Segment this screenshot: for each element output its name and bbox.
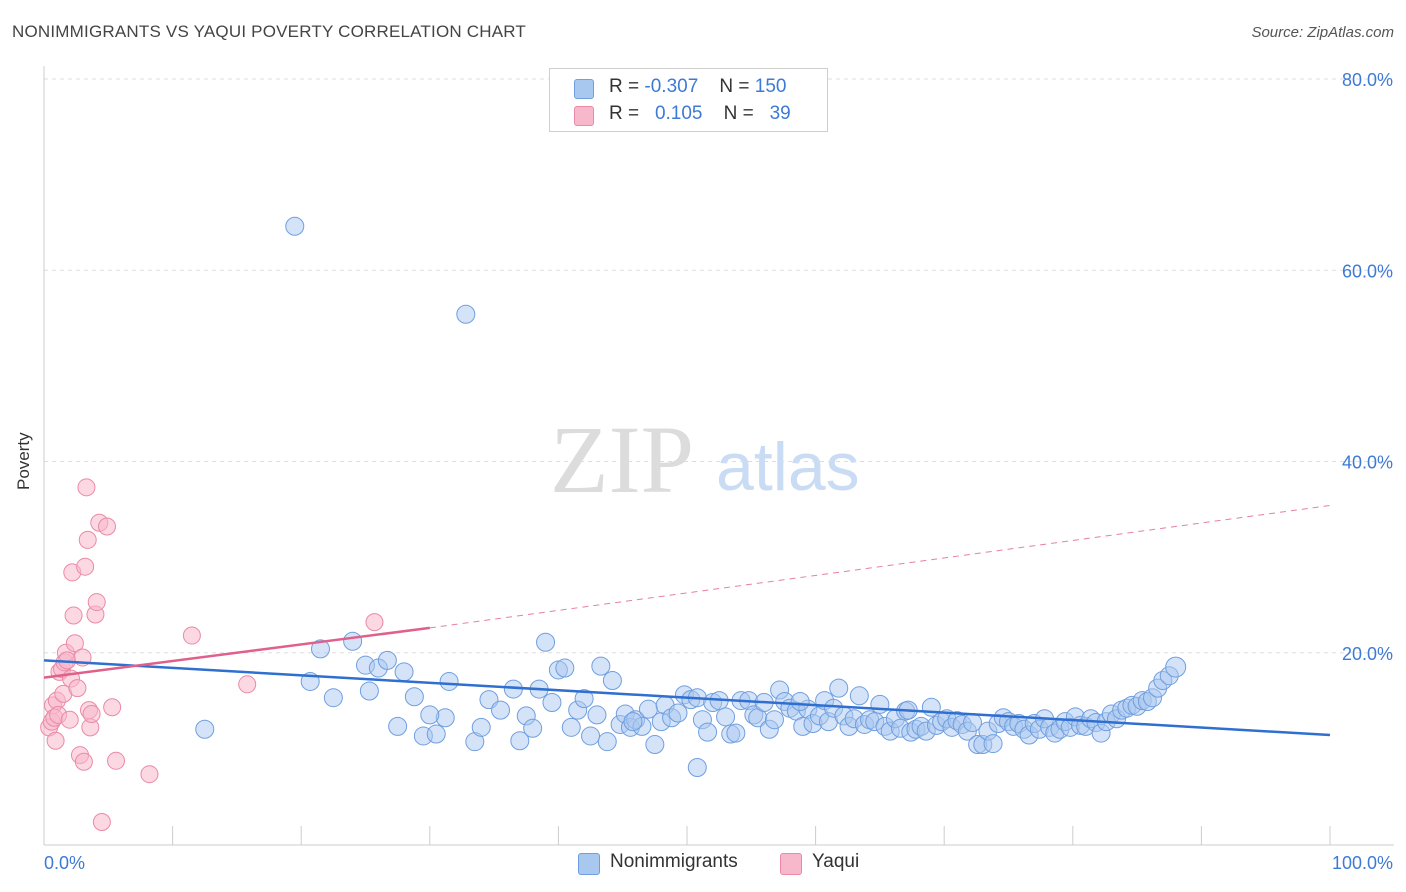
nonimmigrants-point-34 (591, 656, 611, 676)
yaqui-point-16 (64, 606, 83, 625)
nonimmigrants-point-142 (687, 758, 707, 777)
nonimmigrants-point-8 (377, 650, 397, 670)
nonimmigrants-point-57 (726, 723, 746, 743)
nonimmigrants-trend-line (43, 659, 1331, 737)
yaqui-point-18 (68, 679, 87, 698)
nonimmigrants-point-52 (698, 722, 718, 742)
nonimmigrants-point-36 (602, 670, 622, 690)
y-tick-label-20: 20.0% (1342, 644, 1393, 664)
legend-swatch-yaqui (574, 106, 594, 126)
yaqui-point-23 (77, 478, 96, 497)
yaqui-point-31 (92, 813, 111, 832)
nonimmigrants-point-55 (716, 707, 736, 727)
nonimmigrants-point-0 (285, 216, 305, 236)
yaqui-point-34 (107, 751, 126, 770)
x-tick-label-max: 100.0% (1332, 853, 1393, 873)
watermark-atlas: atlas (716, 429, 860, 505)
nonimmigrants-point-141 (1165, 656, 1187, 678)
yaqui-trend-extension (429, 504, 1331, 629)
nonimmigrants-point-35 (597, 732, 617, 752)
yaqui-trend-line (43, 626, 430, 679)
nonimmigrants-point-147 (790, 692, 810, 712)
yaqui-point-38 (365, 613, 384, 632)
nonimmigrants-point-28 (555, 658, 575, 678)
yaqui-point-13 (60, 710, 79, 729)
tick-labels: 20.0% 40.0% 60.0% 80.0% 0.0% 100.0% (44, 70, 1393, 873)
nonimmigrants-point-1 (456, 304, 476, 324)
yaqui-point-22 (76, 557, 95, 576)
nonimmigrants-point-31 (574, 689, 594, 709)
yaqui-point-27 (82, 704, 101, 723)
nonimmigrants-point-19 (491, 700, 511, 720)
yaqui-point-24 (78, 530, 97, 549)
nonimmigrants-point-25 (536, 632, 556, 652)
nonimmigrants-point-15 (439, 671, 459, 691)
nonimmigrants-point-47 (668, 703, 688, 723)
nonimmigrants-point-145 (420, 705, 440, 725)
yaqui-point-36 (182, 626, 201, 645)
nonimmigrants-point-84 (870, 694, 890, 714)
nonimmigrants-point-33 (587, 705, 607, 725)
nonimmigrants-point-43 (645, 735, 665, 755)
nonimmigrants-point-3 (310, 639, 330, 659)
yaqui-point-29 (87, 593, 106, 612)
y-tick-label-60: 60.0% (1342, 261, 1393, 281)
yaqui-point-17 (65, 634, 84, 653)
nonimmigrants-point-106 (983, 734, 1003, 754)
watermark: ZIP atlas (550, 406, 860, 513)
bottom-legend-swatch-nonimmigrants (578, 853, 600, 875)
nonimmigrants-point-6 (359, 681, 379, 701)
correlation-legend: R = -0.307 N = 150 R = 0.105 N = 39 (549, 68, 828, 132)
yaqui-points (40, 478, 384, 832)
grid-lines (44, 78, 1394, 654)
legend-text-yaqui: R = 0.105 N = 39 (609, 103, 791, 124)
nonimmigrants-point-14 (435, 708, 455, 728)
axes (43, 66, 1394, 846)
bottom-legend-label-nonimmigrants: Nonimmigrants (610, 851, 738, 872)
bottom-legend-swatch-yaqui (780, 853, 802, 875)
nonimmigrants-point-32 (581, 726, 601, 746)
nonimmigrants-point-146 (623, 712, 643, 732)
yaqui-point-37 (238, 675, 257, 694)
nonimmigrants-point-4 (343, 631, 363, 651)
nonimmigrants-point-80 (849, 686, 869, 706)
nonimmigrants-point-144 (323, 688, 343, 708)
yaqui-point-35 (140, 765, 159, 784)
nonimmigrants-point-64 (764, 710, 784, 730)
watermark-zip: ZIP (550, 406, 694, 513)
yaqui-point-32 (98, 517, 117, 536)
nonimmigrants-point-2 (195, 719, 215, 739)
x-tick-label-min: 0.0% (44, 853, 85, 873)
nonimmigrants-point-10 (394, 662, 414, 682)
yaqui-point-33 (103, 698, 122, 717)
nonimmigrants-point-76 (829, 678, 849, 698)
nonimmigrants-point-29 (561, 717, 581, 737)
y-tick-label-40: 40.0% (1342, 453, 1393, 473)
nonimmigrants-point-9 (388, 716, 408, 736)
nonimmigrants-point-26 (542, 692, 562, 712)
yaqui-point-4 (46, 731, 65, 750)
nonimmigrants-point-11 (404, 687, 424, 707)
source-label: Source: ZipAtlas.com (1251, 24, 1394, 41)
legend-text-nonimmigrants: R = -0.307 N = 150 (609, 76, 787, 97)
y-tick-label-80: 80.0% (1342, 70, 1393, 90)
nonimmigrants-point-13 (426, 724, 446, 744)
nonimmigrants-point-17 (471, 717, 491, 737)
nonimmigrants-point-21 (510, 731, 530, 751)
yaqui-point-21 (74, 752, 93, 771)
chart-title: NONIMMIGRANTS VS YAQUI POVERTY CORRELATI… (12, 22, 527, 41)
trend-lines (43, 504, 1331, 737)
nonimmigrants-point-23 (523, 718, 543, 738)
bottom-legend-label-yaqui: Yaqui (812, 851, 860, 872)
legend-swatch-nonimmigrants (574, 79, 594, 99)
